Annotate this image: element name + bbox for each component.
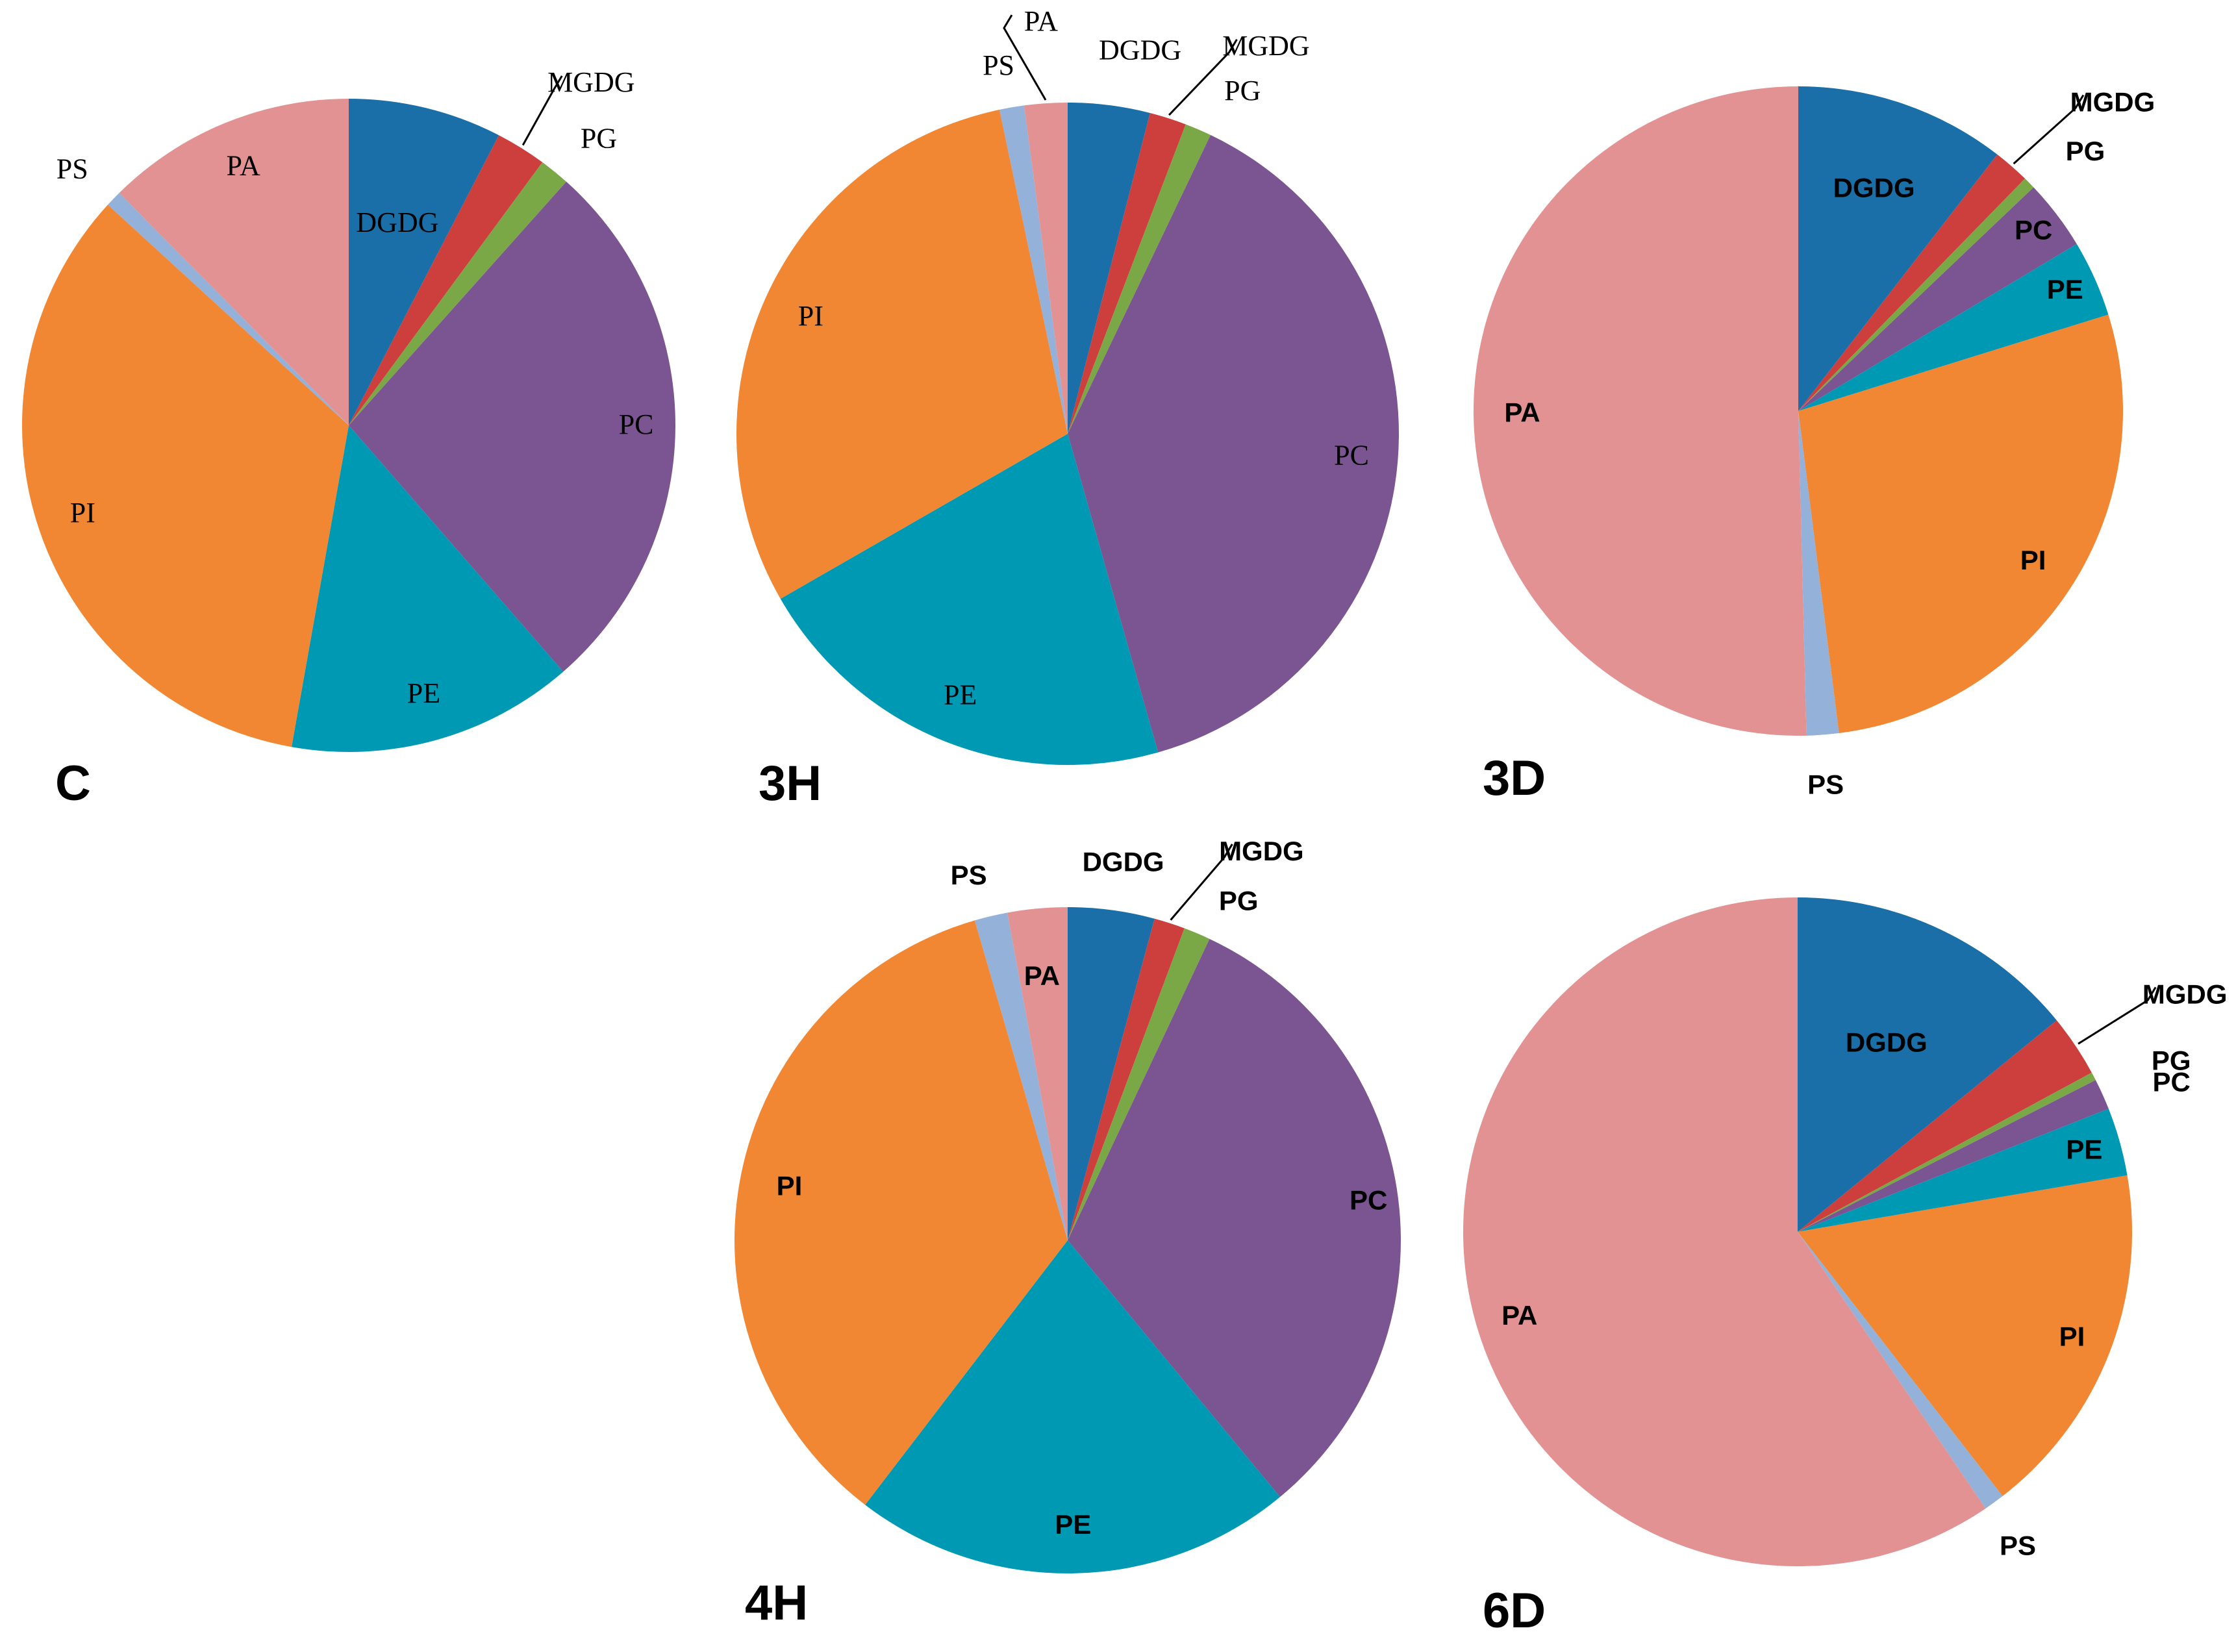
slice-6d-ps (1798, 1232, 2003, 1508)
slice-4h-pg (1068, 928, 1210, 1240)
slice-label-3h-mgdg: MGDG (1222, 30, 1309, 62)
slice-c-pi (21, 205, 349, 747)
slice-label-3h-pe: PE (944, 679, 977, 710)
slice-6d-pa (1463, 897, 1986, 1566)
slice-6d-pg (1798, 1072, 2096, 1232)
slice-label-6d-pc: PC (2153, 1067, 2191, 1097)
panel-title-4h: 4H (745, 1575, 808, 1631)
slice-label-6d-pa: PA (1501, 1300, 1537, 1331)
slice-label-3d-pc: PC (2015, 215, 2052, 245)
slice-label-3d-pi: PI (2020, 545, 2046, 575)
slice-label-6d-pe: PE (2066, 1134, 2102, 1164)
slice-label-6d-mgdg: MGDG (2142, 979, 2228, 1009)
slice-3h-pa (1024, 103, 1068, 434)
slice-label-3h-dgdg: DGDG (1099, 34, 1181, 66)
slice-label-c-pg: PG (581, 123, 617, 155)
slice-4h-pa (1007, 907, 1068, 1240)
slice-label-c-pi: PI (70, 497, 95, 529)
slice-6d-pe (1798, 1108, 2128, 1232)
slice-3h-ps (999, 105, 1068, 434)
slice-3d-ps (1798, 411, 1839, 736)
slice-label-4h-mgdg: MGDG (1219, 836, 1304, 866)
slice-label-3h-pi: PI (798, 300, 823, 332)
slice-4h-pe (865, 1240, 1280, 1573)
slice-label-4h-dgdg: DGDG (1083, 847, 1164, 877)
slice-3h-dgdg (1068, 103, 1150, 434)
slice-3d-pa (1473, 86, 1807, 736)
leader-line-3h-pa (1003, 14, 1047, 101)
slice-label-3h-ps: PS (983, 49, 1014, 81)
slice-3d-pg (1798, 179, 2034, 411)
slice-4h-pc (1068, 938, 1401, 1497)
slice-c-ps (108, 193, 349, 425)
slice-label-6d-dgdg: DGDG (1846, 1027, 1928, 1058)
slice-label-3d-pg: PG (2066, 136, 2105, 166)
leader-line-3d-mgdg (2013, 94, 2085, 165)
slice-4h-dgdg (1068, 907, 1155, 1240)
slice-3h-pg (1068, 124, 1211, 434)
pie-chart-3d: DGDG MGDG PG PC PE PI PS PA (1473, 86, 2155, 800)
slice-label-c-pe: PE (407, 677, 440, 709)
slice-label-4h-pg: PG (1219, 886, 1259, 916)
slice-label-c-dgdg: DGDG (356, 206, 438, 238)
slice-3d-pe (1798, 244, 2109, 411)
slice-c-pe (291, 425, 564, 752)
slice-3d-mgdg (1798, 154, 2026, 412)
slice-label-3h-pa: PA (1024, 5, 1058, 37)
pie-chart-4h: DGDG MGDG PG PC PE PI PS PA (734, 836, 1401, 1573)
slice-label-c-pc: PC (619, 408, 654, 440)
slice-6d-dgdg (1798, 897, 2057, 1232)
slice-label-6d-pi: PI (2059, 1321, 2085, 1351)
slice-3h-mgdg (1068, 113, 1186, 434)
slice-label-3d-dgdg: DGDG (1833, 173, 1915, 203)
slice-6d-pc (1798, 1080, 2109, 1232)
slice-label-4h-pe: PE (1055, 1509, 1091, 1540)
leader-line-c-mgdg (521, 75, 563, 146)
slice-4h-pi (734, 920, 1068, 1505)
pie-chart-c: DGDG MGDG PG PC PE PI PS PA (21, 66, 675, 752)
slice-3h-pc (1068, 134, 1399, 753)
slice-label-4h-pc: PC (1350, 1185, 1387, 1216)
slice-3d-dgdg (1798, 86, 1998, 411)
panel-title-c: C (55, 756, 91, 811)
slice-3h-pi (736, 109, 1068, 599)
slice-3h-pe (780, 434, 1159, 765)
slice-4h-ps (974, 912, 1068, 1240)
panel-title-6d: 6D (1483, 1583, 1546, 1638)
slice-label-3d-pa: PA (1504, 397, 1540, 427)
pie-chart-3h: DGDG MGDG PG PC PE PI PS PA (736, 5, 1399, 765)
leader-line-6d-mgdg (2078, 986, 2157, 1045)
slice-label-3h-pg: PG (1224, 75, 1261, 106)
slice-c-pa (119, 99, 349, 425)
slice-4h-mgdg (1068, 918, 1185, 1240)
slice-c-dgdg (349, 99, 499, 425)
slice-label-4h-pa: PA (1024, 960, 1060, 991)
panel-title-3h: 3H (759, 756, 822, 811)
slice-label-4h-pi: PI (777, 1171, 803, 1201)
slice-label-6d-pg: PG (2152, 1045, 2191, 1075)
slice-label-6d-ps: PS (2000, 1531, 2036, 1561)
slice-label-3d-pe: PE (2047, 274, 2083, 305)
slice-label-c-mgdg: MGDG (547, 66, 634, 98)
slice-label-c-pa: PA (227, 150, 260, 182)
leader-line-3h-mgdg (1168, 39, 1238, 116)
slice-3d-pi (1798, 314, 2123, 734)
slice-label-c-ps: PS (57, 153, 88, 184)
slice-6d-pi (1798, 1175, 2132, 1496)
slice-c-pg (349, 162, 567, 426)
slice-label-3h-pc: PC (1334, 439, 1369, 471)
panel-title-3d: 3D (1483, 751, 1546, 806)
slice-label-3d-ps: PS (1807, 770, 1844, 800)
slice-3d-pc (1798, 187, 2077, 411)
slice-label-4h-ps: PS (951, 860, 987, 890)
slice-c-mgdg (349, 135, 543, 425)
slice-6d-mgdg (1798, 1020, 2092, 1232)
slice-label-3d-mgdg: MGDG (2070, 87, 2155, 118)
leader-line-4h-mgdg (1170, 844, 1233, 921)
slice-c-pc (349, 181, 675, 672)
